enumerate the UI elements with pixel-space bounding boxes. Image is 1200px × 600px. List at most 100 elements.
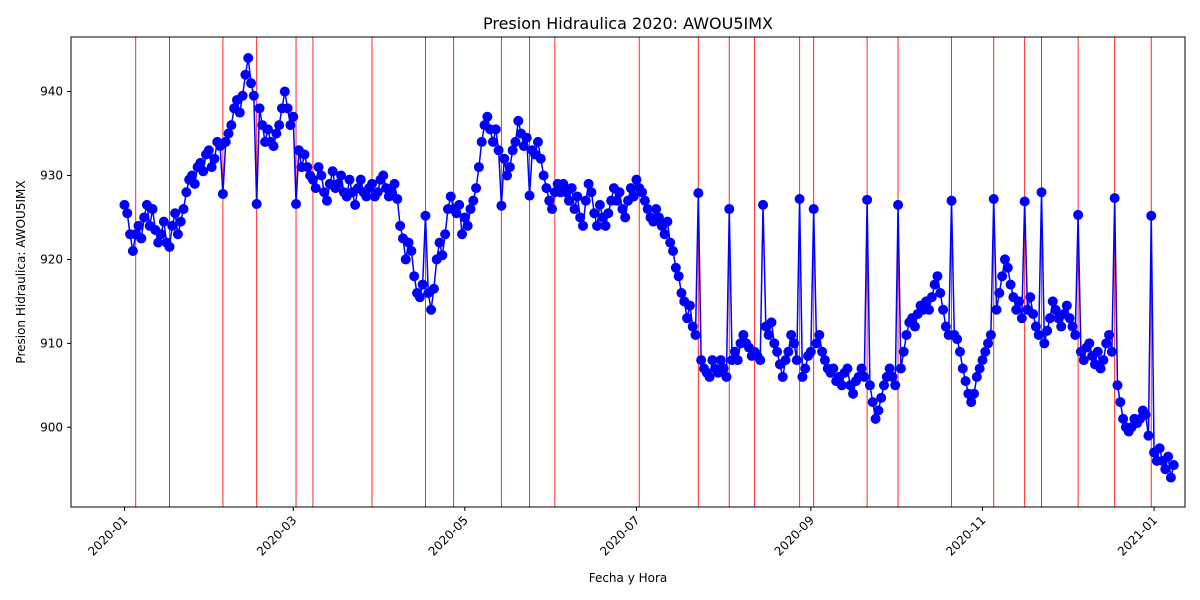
data-point-304: [974, 363, 985, 374]
data-point-61: [291, 199, 302, 210]
data-point-161: [572, 191, 583, 202]
data-point-20: [175, 216, 186, 227]
data-point-198: [676, 287, 687, 298]
data-point-328: [1042, 325, 1053, 336]
data-point-163: [577, 220, 588, 231]
data-point-134: [496, 200, 507, 211]
data-point-336: [1064, 313, 1075, 324]
data-point-13: [156, 229, 167, 240]
data-point-118: [451, 208, 462, 219]
data-point-244: [805, 346, 816, 357]
data-point-297: [954, 346, 965, 357]
data-point-193: [662, 216, 673, 227]
data-point-209: [707, 355, 718, 366]
data-point-6: [136, 233, 147, 244]
data-point-220: [738, 329, 749, 340]
data-point-182: [631, 174, 642, 185]
data-point-346: [1092, 346, 1103, 357]
data-point-302: [969, 388, 980, 399]
data-point-120: [457, 229, 468, 240]
data-point-139: [510, 136, 521, 147]
data-point-126: [473, 162, 484, 173]
data-point-16: [164, 241, 175, 252]
data-point-230: [766, 317, 777, 328]
data-point-122: [462, 220, 473, 231]
data-point-236: [783, 346, 794, 357]
data-point-77: [336, 170, 347, 181]
data-point-92: [378, 170, 389, 181]
data-point-53: [268, 141, 279, 152]
data-point-54: [271, 128, 282, 139]
chart-title: Presion Hidraulica 2020: AWOU5IMX: [483, 14, 773, 33]
data-point-289: [932, 271, 943, 282]
data-point-1: [122, 208, 133, 219]
data-point-100: [400, 254, 411, 265]
data-point-107: [420, 210, 431, 221]
data-point-275: [893, 199, 904, 210]
data-point-123: [465, 204, 476, 215]
data-point-162: [575, 212, 586, 223]
data-point-124: [468, 195, 479, 206]
data-point-31: [206, 162, 217, 173]
data-point-150: [541, 183, 552, 194]
data-point-166: [586, 187, 597, 198]
data-point-313: [999, 254, 1010, 265]
data-point-234: [777, 371, 788, 382]
data-point-86: [361, 191, 372, 202]
data-point-38: [226, 120, 237, 131]
data-point-171: [600, 220, 611, 231]
data-point-339: [1073, 209, 1084, 220]
data-point-264: [862, 194, 873, 205]
data-point-241: [797, 371, 808, 382]
data-point-333: [1056, 321, 1067, 332]
data-point-323: [1028, 308, 1039, 319]
data-point-65: [302, 162, 313, 173]
data-point-17: [167, 220, 178, 231]
data-point-70: [316, 170, 327, 181]
data-point-238: [788, 338, 799, 349]
data-point-47: [251, 199, 262, 210]
data-point-212: [715, 355, 726, 366]
data-point-364: [1143, 430, 1154, 441]
data-point-37: [223, 128, 234, 139]
data-point-28: [198, 166, 209, 177]
data-point-294: [946, 195, 957, 206]
data-point-147: [532, 136, 543, 147]
data-point-64: [299, 149, 310, 160]
data-point-348: [1098, 355, 1109, 366]
data-point-152: [547, 204, 558, 215]
data-point-44: [243, 52, 254, 63]
data-point-197: [673, 271, 684, 282]
data-point-343: [1084, 338, 1095, 349]
data-point-168: [592, 220, 603, 231]
data-point-273: [887, 371, 898, 382]
data-point-226: [755, 355, 766, 366]
data-point-262: [856, 363, 867, 374]
data-point-308: [985, 329, 996, 340]
data-point-247: [814, 329, 825, 340]
series-layer: [119, 52, 1179, 483]
data-point-129: [482, 111, 493, 122]
data-point-370: [1160, 464, 1171, 475]
data-point-246: [811, 338, 822, 349]
data-point-201: [684, 300, 695, 311]
data-point-239: [791, 355, 802, 366]
data-point-27: [195, 157, 206, 168]
data-point-204: [693, 188, 704, 199]
data-point-315: [1005, 279, 1016, 290]
data-point-30: [203, 145, 214, 156]
data-point-288: [929, 279, 940, 290]
data-point-314: [1002, 262, 1013, 273]
vlines-layer: [135, 37, 1152, 507]
data-point-338: [1070, 329, 1081, 340]
data-point-352: [1109, 193, 1120, 204]
data-point-97: [392, 193, 403, 204]
data-point-148: [535, 153, 546, 164]
data-point-88: [367, 178, 378, 189]
y-tick-label-2: 920: [40, 252, 63, 266]
data-point-101: [403, 237, 414, 248]
data-point-131: [487, 136, 498, 147]
data-point-186: [642, 204, 653, 215]
data-point-218: [732, 355, 743, 366]
data-point-142: [518, 141, 529, 152]
